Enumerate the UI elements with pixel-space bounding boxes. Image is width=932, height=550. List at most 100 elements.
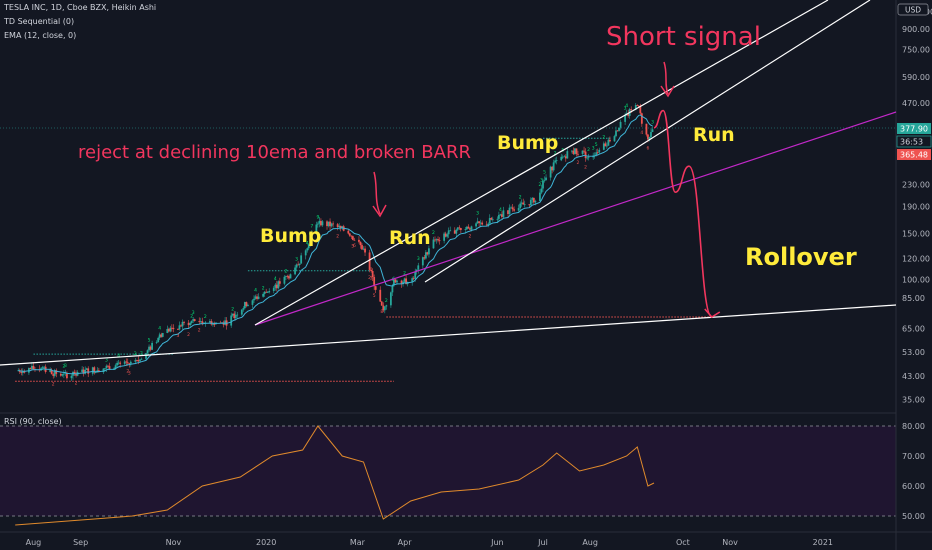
candle-body <box>119 362 122 364</box>
rollover-label[interactable]: Rollover <box>745 243 857 271</box>
candle-body <box>581 150 584 154</box>
magenta-trendline[interactable] <box>254 111 897 326</box>
candle-body <box>326 221 328 227</box>
candle-body <box>630 109 633 110</box>
candle-body <box>470 226 473 230</box>
td-count: 5 <box>373 293 376 299</box>
candle-body <box>107 365 109 367</box>
run-label-1[interactable]: Run <box>389 227 431 249</box>
candle-body <box>183 321 185 323</box>
projection-path[interactable] <box>653 109 713 318</box>
candle-body <box>61 374 64 376</box>
candle-body <box>396 280 398 283</box>
candle-body <box>394 279 397 283</box>
reject-label[interactable]: reject at declining 10ema and broken BAR… <box>78 142 471 163</box>
candle-body <box>481 222 484 225</box>
candle-body <box>55 370 58 374</box>
rsi-axis[interactable]: 80.00 70.00 60.00 50.00 <box>902 422 925 521</box>
candle-body <box>243 302 246 309</box>
candle-body <box>208 321 211 323</box>
legend-symbol[interactable]: TESLA INC, 1D, Cboe BZX, Heikin Ashi <box>4 3 157 12</box>
candle-body <box>29 368 32 370</box>
candle-body <box>93 367 96 373</box>
bump-trendline-1[interactable] <box>254 0 829 326</box>
candle-body <box>421 257 424 266</box>
candle-body <box>640 113 643 124</box>
candle-body <box>639 106 642 114</box>
candle-body <box>348 233 351 236</box>
short-signal-label[interactable]: Short signal <box>606 22 761 52</box>
candle-body <box>476 221 479 224</box>
candle-body <box>278 281 281 284</box>
td-count: 4 <box>625 103 628 109</box>
candle-body <box>385 305 388 307</box>
candle-body <box>508 207 511 214</box>
td-count: 2 <box>469 234 472 240</box>
legend-ema[interactable]: EMA (12, close, 0) <box>4 31 77 40</box>
candle-body <box>497 215 500 219</box>
candle-body <box>233 313 236 319</box>
price-tick-label: 590.00 <box>902 73 930 82</box>
candle-body <box>542 180 544 189</box>
legend-td-sequential[interactable]: TD Sequential (0) <box>4 17 75 26</box>
candle-body <box>555 160 558 162</box>
candle-body <box>236 314 239 316</box>
candle-body <box>84 369 87 374</box>
candle-body <box>491 219 494 221</box>
currency-badge[interactable] <box>897 3 929 16</box>
candle-body <box>459 228 462 230</box>
td-count: 2 <box>539 182 542 188</box>
candle-body <box>135 359 138 361</box>
candle-body <box>432 239 435 249</box>
candle-body <box>17 370 20 372</box>
price-tick-label: 230.00 <box>902 181 930 190</box>
candle-body <box>373 277 376 287</box>
candle-body <box>444 233 447 237</box>
candle-body <box>104 368 106 370</box>
candle-body <box>20 371 23 373</box>
candle-body <box>485 224 488 226</box>
candle-body <box>240 309 243 315</box>
candle-body <box>478 221 481 224</box>
candle-body <box>125 361 128 363</box>
candle-body <box>423 257 426 259</box>
price-tick-label: 190.00 <box>902 202 930 211</box>
run-label-2[interactable]: Run <box>693 124 735 146</box>
candle-body <box>368 252 371 270</box>
legend-rsi[interactable]: RSI (90, close) <box>4 417 62 426</box>
candle-body <box>158 334 161 338</box>
time-axis[interactable]: Aug Sep Nov 2020 Mar Apr Jun Jul Aug Oct Nov 2021 <box>26 538 833 547</box>
reject-arrowhead <box>372 204 387 218</box>
candle-body <box>307 244 310 249</box>
ema-price-badge <box>897 149 931 160</box>
bump-label-2[interactable]: Bump <box>497 132 558 154</box>
candle-body <box>453 230 456 234</box>
candle-body <box>21 371 24 373</box>
candle-body <box>190 320 193 324</box>
candle-body <box>254 296 257 299</box>
candle-body <box>201 321 204 324</box>
candle-body <box>412 278 415 279</box>
base-trendline[interactable] <box>0 304 897 366</box>
candle-body <box>570 150 573 152</box>
td-count: 3 <box>624 106 627 112</box>
td-count: 2 <box>587 147 590 153</box>
candle-body <box>263 291 266 294</box>
candle-body <box>274 284 277 288</box>
td-count: 2 <box>231 307 234 313</box>
bump-label-1[interactable]: Bump <box>260 225 321 247</box>
candle-body <box>169 327 172 332</box>
candle-body <box>650 132 652 138</box>
candle-body <box>595 152 598 156</box>
time-tick-label: Apr <box>398 538 413 547</box>
candle-body <box>213 323 216 325</box>
price-tick-label: 150.00 <box>902 229 930 238</box>
td-count: 8 <box>380 309 383 315</box>
candle-body <box>552 162 555 171</box>
bump-trendline-2[interactable] <box>424 0 871 283</box>
rsi-tick-label: 70.00 <box>902 452 925 461</box>
candle-body <box>253 298 255 301</box>
candle-body <box>370 269 373 271</box>
candle-body <box>596 152 599 154</box>
